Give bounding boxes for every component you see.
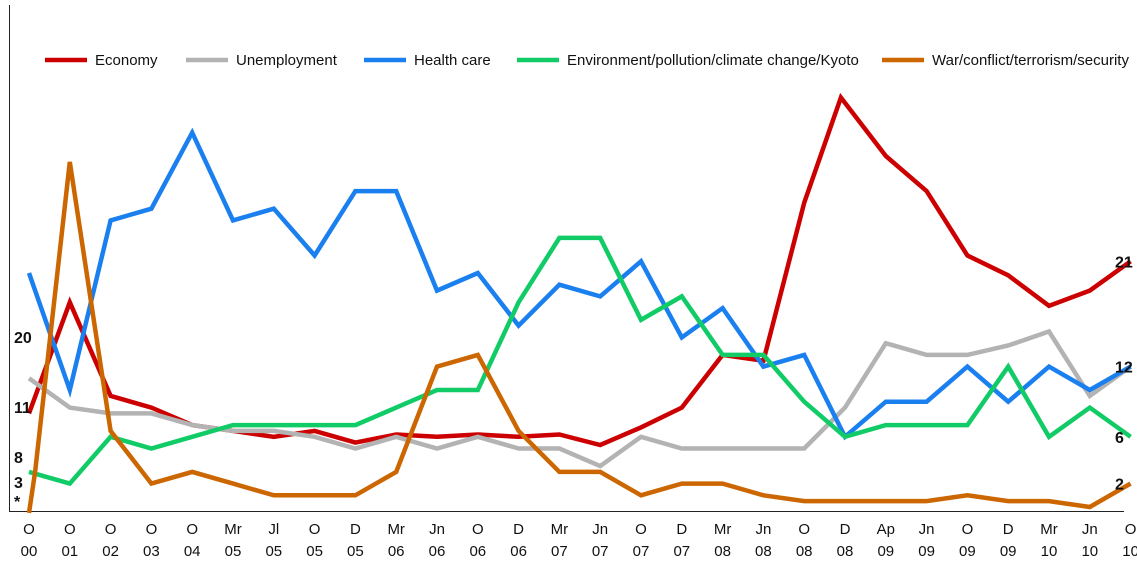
series-line-4 (26, 161, 1132, 514)
x-tick-year-0: 00 (21, 543, 38, 560)
labels: 21 12 6 2 20 11 8 3 * (14, 254, 1133, 511)
x-tick-year-5: 05 (225, 543, 242, 560)
x-tick-month-24: D (1003, 521, 1014, 538)
legend-label-2: Health care (414, 52, 491, 69)
x-tick-month-23: O (962, 521, 974, 538)
x-tick-month-2: O (105, 521, 117, 538)
x-tick-month-1: O (64, 521, 76, 538)
x-tick-year-27: 10 (1122, 543, 1137, 560)
axes (9, 5, 1124, 512)
legend-label-0: Economy (95, 52, 158, 69)
start-label-2: 8 (14, 450, 23, 467)
end-label-3: 6 (1115, 430, 1124, 447)
x-tick-month-18: Jn (755, 521, 771, 538)
x-tick-month-6: Jl (268, 521, 279, 538)
x-tick-year-1: 01 (61, 543, 78, 560)
end-label-4: 2 (1115, 477, 1124, 494)
x-tick-month-16: D (676, 521, 687, 538)
x-tick-year-26: 10 (1081, 543, 1098, 560)
legend-label-1: Unemployment (236, 52, 338, 69)
x-tick-year-2: 02 (102, 543, 119, 560)
x-tick-year-25: 10 (1041, 543, 1058, 560)
x-tick-year-11: 06 (469, 543, 486, 560)
x-tick-year-13: 07 (551, 543, 568, 560)
x-tick-month-22: Jn (919, 521, 935, 538)
x-tick-month-12: D (513, 521, 524, 538)
x-tick-month-13: Mr (551, 521, 569, 538)
series-line-0 (26, 92, 1132, 448)
x-tick-month-0: O (23, 521, 35, 538)
x-tick-month-25: Mr (1040, 521, 1058, 538)
legend-label-4: War/conflict/terrorism/security (932, 52, 1129, 69)
x-tick-month-4: O (186, 521, 198, 538)
x-tick-year-20: 08 (837, 543, 854, 560)
end-label-2: 12 (1115, 360, 1133, 377)
x-tick-year-22: 09 (918, 543, 935, 560)
x-tick-year-18: 08 (755, 543, 772, 560)
x-tick-month-19: O (798, 521, 810, 538)
x-tick-year-9: 06 (388, 543, 405, 560)
x-tick-month-17: Mr (714, 521, 732, 538)
legend: Economy Unemployment Health care Environmen… (45, 52, 1129, 69)
legend-label-3: Environment/pollution/climate change/Kyo… (567, 52, 859, 69)
x-tick-month-11: O (472, 521, 484, 538)
x-tick-year-3: 03 (143, 543, 160, 560)
start-label-4: * (14, 494, 21, 511)
end-label-0: 21 (1115, 254, 1133, 271)
x-axis-ticks: O 00 O 01 O 02 O 03 O 04 Mr 05 Jl 05 O 05 D 05 Mr 06 Jn 06 O 06… (21, 521, 1137, 560)
x-tick-month-5: Mr (224, 521, 242, 538)
x-tick-month-26: Jn (1082, 521, 1098, 538)
x-tick-year-17: 08 (714, 543, 731, 560)
x-tick-year-23: 09 (959, 543, 976, 560)
x-tick-month-20: D (840, 521, 851, 538)
x-tick-month-27: O (1125, 521, 1137, 538)
start-label-0: 20 (14, 330, 32, 347)
x-tick-month-7: O (309, 521, 321, 538)
series-line-3 (28, 235, 1132, 487)
x-tick-year-14: 07 (592, 543, 609, 560)
series-layer (26, 92, 1132, 514)
x-tick-year-21: 09 (877, 543, 894, 560)
x-tick-year-19: 08 (796, 543, 813, 560)
series-line-1 (27, 328, 1132, 469)
x-tick-year-4: 04 (184, 543, 201, 560)
x-tick-month-15: O (635, 521, 647, 538)
start-label-1: 11 (14, 400, 31, 417)
x-tick-year-7: 05 (306, 543, 323, 560)
x-tick-month-3: O (146, 521, 158, 538)
x-tick-year-8: 05 (347, 543, 364, 560)
x-tick-month-10: Jn (429, 521, 445, 538)
x-tick-month-21: Ap (877, 521, 895, 538)
series-line-2 (26, 127, 1132, 441)
x-tick-month-9: Mr (387, 521, 405, 538)
x-tick-month-14: Jn (592, 521, 608, 538)
x-tick-year-12: 06 (510, 543, 527, 560)
x-tick-year-16: 07 (673, 543, 690, 560)
x-tick-year-6: 05 (265, 543, 282, 560)
x-tick-year-24: 09 (1000, 543, 1017, 560)
x-tick-year-10: 06 (429, 543, 446, 560)
start-label-3: 3 (14, 475, 23, 492)
x-tick-year-15: 07 (633, 543, 650, 560)
x-tick-month-8: D (350, 521, 361, 538)
